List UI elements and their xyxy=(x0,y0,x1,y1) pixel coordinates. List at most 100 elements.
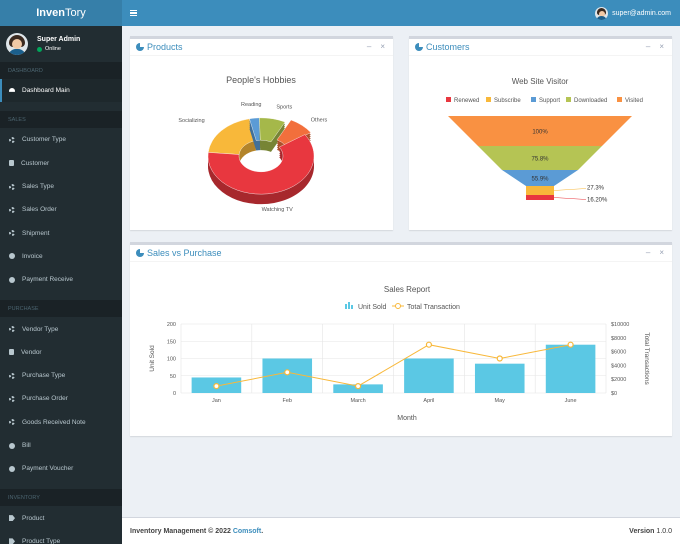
funnel-subscribe xyxy=(526,186,554,195)
funnel-value-label: 55.9% xyxy=(531,177,549,183)
slice-label: Watching TV xyxy=(262,207,294,213)
legend-unit-sold: Unit Sold xyxy=(358,304,387,311)
sidebar-item-label: Customer Type xyxy=(22,136,66,144)
sidebar-item-label: Vendor Type xyxy=(22,325,59,333)
collapse-button[interactable]: – xyxy=(645,248,651,257)
slice-label: Reading xyxy=(241,102,262,108)
products-box: Products – × People's Hobbies Socializing… xyxy=(130,36,393,230)
sidebar-item-label: Bill xyxy=(22,442,31,449)
sidebar-item-label: Customer xyxy=(21,159,50,167)
gear-icon xyxy=(9,230,15,237)
transaction-point xyxy=(496,355,503,362)
line-legend-icon xyxy=(395,303,401,309)
y-tick-label: 150 xyxy=(167,339,176,345)
x-tick-label: May xyxy=(495,398,506,404)
online-dot-icon xyxy=(37,46,42,52)
x-tick-label: March xyxy=(350,398,365,404)
circle-icon xyxy=(9,276,15,283)
legend-label: Support xyxy=(539,98,560,104)
funnel-value-label: 16.20% xyxy=(587,198,608,204)
collapse-button[interactable]: – xyxy=(645,42,651,51)
circle-icon xyxy=(9,253,15,260)
slice-label: Sports xyxy=(276,105,292,111)
sidebar-item-purchase-order[interactable]: Purchase Order xyxy=(0,387,122,410)
y2-tick-label: $8000 xyxy=(611,336,626,342)
sidebar-item-product[interactable]: Product xyxy=(0,506,122,529)
funnel-value-label: 75.8% xyxy=(531,157,549,163)
legend-label: Visited xyxy=(625,98,643,104)
sidebar-item-sales-order[interactable]: Sales Order xyxy=(0,198,122,221)
sidebar-item-label: Invoice xyxy=(22,252,43,260)
legend-swatch xyxy=(486,97,491,102)
bar-june xyxy=(545,344,596,393)
gear-icon xyxy=(9,419,15,426)
pie-chart-icon xyxy=(136,249,144,257)
sidebar-item-payment-voucher[interactable]: Payment Voucher xyxy=(0,457,122,480)
close-button[interactable]: × xyxy=(380,42,385,51)
sales-report-chart: Sales Report Unit Sold Total Transaction 0… xyxy=(149,285,650,422)
user-status: Online xyxy=(37,46,80,52)
pie-chart-icon xyxy=(415,43,423,51)
brand-link[interactable]: Comsoft xyxy=(232,527,262,535)
sidebar-menu: DASHBOARD Dashboard Main SALES Customer Typ… xyxy=(0,62,122,544)
legend-total-transaction: Total Transaction xyxy=(407,304,460,311)
transaction-point xyxy=(425,341,433,348)
y-tick-label: 50 xyxy=(170,374,176,380)
sidebar-item-vendor[interactable]: Vendor xyxy=(0,341,122,364)
y-tick-label: 200 xyxy=(167,322,176,328)
version-text: Version 1.0.0 xyxy=(629,527,672,535)
sidebar-item-label: Payment Receive xyxy=(22,276,73,284)
collapse-button[interactable]: – xyxy=(366,42,372,51)
bar-april xyxy=(404,358,454,393)
user-panel: Super Admin Online xyxy=(0,26,122,62)
sidebar-item-bill[interactable]: Bill xyxy=(0,434,122,457)
avatar xyxy=(595,7,609,20)
user-menu[interactable]: super@admin.com xyxy=(595,7,671,20)
sidebar-item-shipment[interactable]: Shipment xyxy=(0,221,122,244)
sidebar-item-dashboard-main[interactable]: Dashboard Main xyxy=(0,79,122,103)
slice-reading xyxy=(249,117,261,151)
pie-chart-icon xyxy=(136,43,144,51)
customers-box: Customers – × Web Site Visitor Renewed Sub… xyxy=(409,36,672,230)
sidebar-item-product-type[interactable]: Product Type xyxy=(0,530,122,544)
y2-axis-label: Total Transactions xyxy=(643,332,650,385)
sidebar-item-label: Purchase Type xyxy=(22,372,66,380)
chart-title: Web Site Visitor xyxy=(512,77,569,86)
tag-icon xyxy=(9,515,15,522)
menu-header: INVENTORY xyxy=(0,489,122,507)
sales-box: Sales vs Purchase – × Sales Report Unit S… xyxy=(130,242,672,436)
x-tick-label: June xyxy=(565,398,577,404)
list-icon xyxy=(9,349,14,356)
hobbies-chart: People's Hobbies Socializing Reading Sport… xyxy=(178,75,328,213)
sidebar-item-sales-type[interactable]: Sales Type xyxy=(0,175,122,198)
app-logo[interactable]: Inven Tory xyxy=(0,0,122,26)
y-tick-label: 0 xyxy=(173,391,176,397)
y-axis-label: Unit Sold xyxy=(149,345,156,372)
x-tick-label: Jan xyxy=(212,398,221,404)
sidebar-item-purchase-type[interactable]: Purchase Type xyxy=(0,364,122,387)
transaction-point xyxy=(213,382,220,390)
sidebar-item-label: Product Type xyxy=(22,537,61,544)
slice-label: Others xyxy=(311,118,328,124)
dashboard-icon xyxy=(9,87,15,92)
sidebar-item-vendor-type[interactable]: Vendor Type xyxy=(0,317,122,340)
close-button[interactable]: × xyxy=(659,248,664,257)
close-button[interactable]: × xyxy=(659,42,664,51)
visitor-funnel-chart: Web Site Visitor Renewed Subscribe Support… xyxy=(446,77,643,204)
sidebar-item-invoice[interactable]: Invoice xyxy=(0,245,122,268)
legend-swatch xyxy=(446,97,451,102)
sidebar-item-goods-received-note[interactable]: Goods Received Note xyxy=(0,411,122,434)
menu-toggle-icon[interactable] xyxy=(130,10,137,16)
sidebar-item-label: Vendor xyxy=(21,348,42,356)
funnel-value-label: 100% xyxy=(532,130,548,136)
sales-title: Sales vs Purchase xyxy=(147,248,222,258)
chart-title: People's Hobbies xyxy=(226,75,296,85)
legend-label: Subscribe xyxy=(494,98,521,104)
gear-icon xyxy=(9,372,15,379)
transaction-point xyxy=(567,341,574,348)
sidebar-item-customer-type[interactable]: Customer Type xyxy=(0,128,122,151)
sidebar-item-customer[interactable]: Customer xyxy=(0,152,122,175)
sidebar-item-payment-receive[interactable]: Payment Receive xyxy=(0,268,122,291)
menu-header: SALES xyxy=(0,111,122,129)
sidebar-item-label: Sales Order xyxy=(22,206,57,214)
